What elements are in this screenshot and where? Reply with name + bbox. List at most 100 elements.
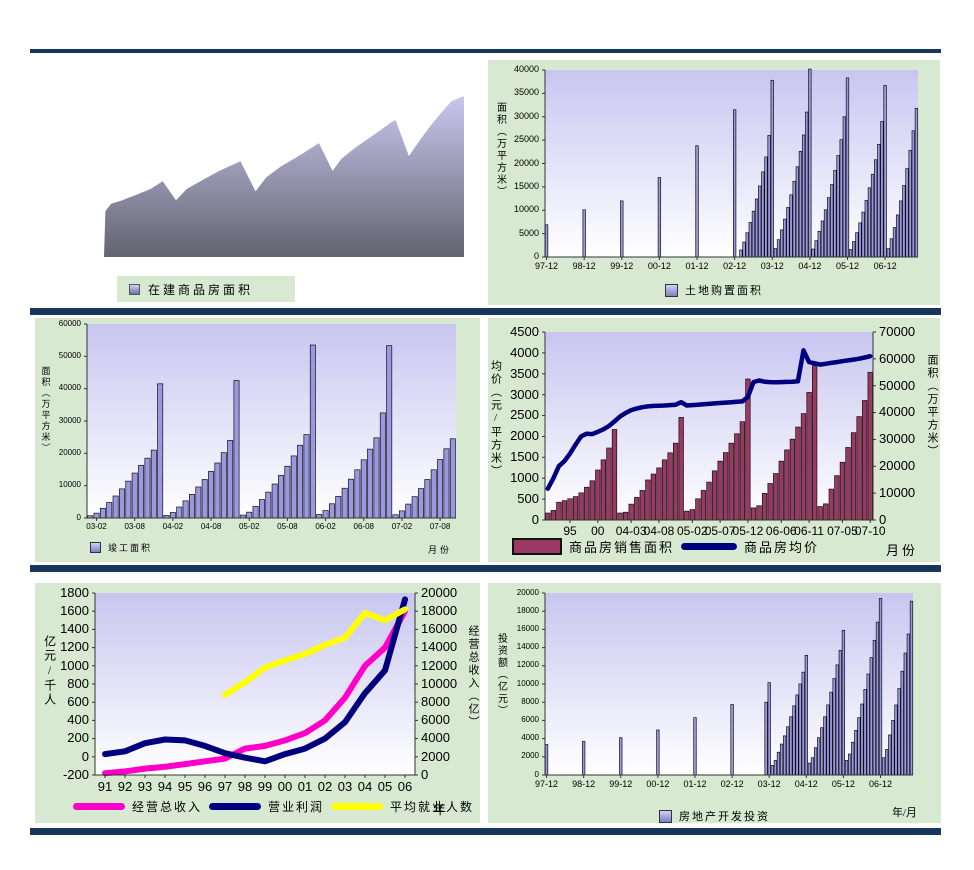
tick-label: 95 [563,524,577,538]
tick-label: 07-08 [429,522,451,531]
tick-label: 03-08 [124,522,145,531]
tick-label: 25000 [513,134,539,145]
tick-label: 06-12 [873,261,897,271]
panel-completed-area: 面积（万平方米） 0 10000 20000 30000 40000 50000 60000… [35,318,480,562]
tick-label: 06-06 [765,524,797,538]
tick-label: 18000 [421,603,458,619]
legend-label-sales: 商品房销售面积 [569,540,675,555]
tick-label: 99-12 [609,779,633,789]
bars-layer [545,365,873,521]
tick-label: 03 [337,779,353,794]
x-axis-title: 年 [433,802,447,817]
line-series [222,606,408,698]
tick-label: 04-03 [615,524,647,538]
tick-label: 0 [533,251,539,262]
tick-label: 02-12 [720,779,744,789]
tick-label: 20000 [879,458,916,474]
tick-label: 3500 [510,365,539,381]
tick-label: 1800 [60,584,89,600]
tick-label: 00 [277,779,293,794]
tick-label: 15000 [513,180,539,191]
tick-label: 98-12 [572,261,596,271]
tick-label: 70000 [879,323,916,339]
tick-label: 40000 [58,383,81,393]
tick-label: 60000 [58,318,81,328]
panel-sales-price: 均价（元/平方米） 面积（万平方米） 0 500 1000 1500 2000 2500 3… [488,318,940,562]
tick-label: 0 [81,748,89,764]
tick-label: 5000 [518,227,539,238]
tick-label: 05-12 [835,261,859,271]
legend-marker-sales-bar [512,538,562,555]
tick-label: 3000 [510,386,539,402]
tick-label: 06-02 [315,522,336,531]
y-axis-title-left: 亿元/千人 [42,635,57,707]
tick-label: 1200 [60,639,89,655]
tick-label: 30000 [879,431,916,447]
tick-label: 8000 [421,694,450,710]
tick-label: 10000 [58,480,81,490]
legend-label: 土地购置面积 [685,285,763,297]
tick-label: 1400 [60,621,89,637]
tick-label: 2500 [510,407,539,423]
tick-label: 97-12 [535,261,559,271]
y-axis-title-right: 面积（万平方米） [926,354,938,458]
y-axis-title-left: 均价（元/平方米） [489,360,502,478]
area-chart-under-construction [104,93,464,257]
panel-revenue-profit-employment: 亿元/千人 经营总收入（亿） -200 0 200 400 600 800 1000 1200… [35,583,480,823]
tick-label: 05-12 [831,779,855,789]
separator-line-row1 [30,308,941,315]
tick-label: 92 [117,779,133,794]
tick-label: 05-07 [704,524,736,538]
y-axis-title-right: 经营总收入（亿） [467,625,479,729]
tick-label: 16000 [421,621,458,637]
tick-label: 18000 [516,605,539,615]
x-axis-title: 月份 [885,543,918,558]
tick-label: 02 [317,779,333,794]
tick-label: 00-12 [647,261,671,271]
line-series [102,596,408,765]
tick-label: 0 [421,766,429,782]
tick-label: 05-02 [676,524,708,538]
legend-land-purchase: 土地购置面积 [488,282,940,298]
tick-label: 30000 [513,110,539,121]
plot-completed-area: 0 10000 20000 30000 40000 50000 60000 03-02 03-0… [35,318,480,562]
tick-label: 60000 [879,350,916,366]
tick-label: 2000 [521,751,539,761]
tick-label: 4000 [510,344,539,360]
tick-label: 12000 [421,657,458,673]
legend-label-price: 商品房均价 [744,540,820,555]
tick-label: 97 [217,779,233,794]
tick-label: 93 [137,779,153,794]
tick-label: 6000 [421,712,450,728]
tick-label: 10000 [516,678,539,688]
tick-label: 95 [177,779,193,794]
x-axis-title: 年/月 [891,807,917,819]
legend-marker-area [129,283,140,295]
panel-under-construction: 在建商品房面积 [35,60,480,305]
tick-label: 06-11 [794,524,824,538]
x-axis-title: 月份 [427,545,452,555]
legend-marker-bar [665,283,678,297]
tick-label: 4000 [421,730,450,746]
land_purchase-canvas [542,68,919,260]
separator-line-row2 [30,565,941,572]
tick-label: 2000 [510,428,539,444]
tick-label: 04-08 [643,524,675,538]
tick-label: 1000 [60,657,89,673]
legend-marker-revenue-line [73,803,125,810]
tick-label: 05-08 [277,522,298,531]
tick-label: 0 [879,511,887,527]
tick-label: 04-08 [200,522,222,531]
legend-investment: 房地产开发投资 [488,808,941,824]
tick-label: 50000 [879,377,916,393]
y-axis-title: 面积（万平方米） [494,102,506,198]
tick-label: 03-12 [757,779,781,789]
tick-label: 06 [397,779,413,794]
tick-label: 1600 [60,603,89,619]
legend-marker-bar [659,809,672,823]
legend-marker-employment-line [331,803,384,810]
tick-label: 06-08 [353,522,374,531]
tick-label: 30000 [58,415,81,425]
tick-label: 98 [237,779,253,794]
legend-label: 在建商品房面积 [148,282,254,297]
